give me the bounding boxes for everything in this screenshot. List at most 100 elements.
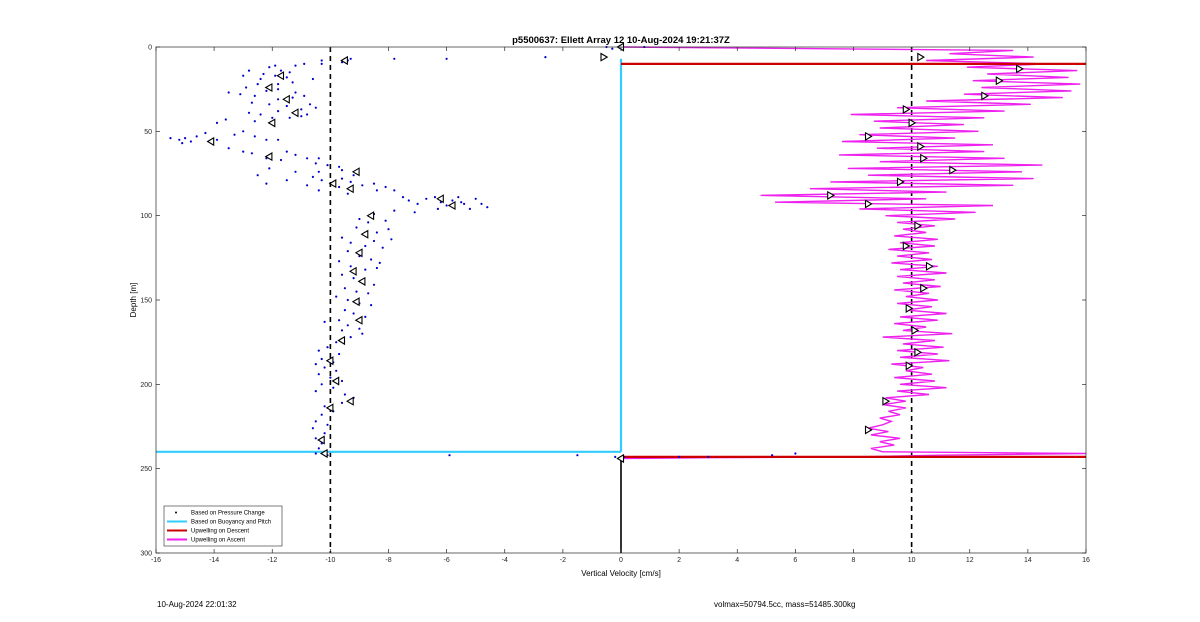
triangle-marker	[905, 361, 914, 371]
data-point	[314, 452, 317, 455]
data-point	[340, 329, 344, 332]
triangle-marker	[882, 396, 891, 406]
triangle-marker	[348, 266, 357, 276]
data-point	[195, 135, 198, 138]
y-tick-label: 50	[144, 129, 152, 136]
triangle-marker	[354, 248, 363, 258]
footer-timestamp: 10-Aug-2024 22:01:32	[157, 600, 237, 609]
legend-label: Based on Buoyancy and Pitch	[191, 520, 271, 526]
data-point	[794, 452, 797, 455]
data-point	[480, 202, 483, 205]
data-point	[239, 93, 242, 96]
data-point	[372, 283, 376, 286]
data-point	[460, 201, 463, 204]
data-point	[343, 287, 346, 290]
triangle-marker	[436, 194, 444, 204]
data-point	[390, 238, 393, 241]
data-point	[326, 164, 329, 167]
data-point	[178, 138, 181, 141]
legend: Based on Pressure Change Based on Buoyanc…	[163, 505, 283, 547]
y-tick-label: 150	[140, 298, 152, 305]
data-point	[265, 89, 268, 92]
data-point	[355, 290, 358, 293]
data-point	[288, 116, 291, 119]
data-point	[384, 185, 387, 189]
data-point	[253, 120, 256, 123]
x-tick-label: -2	[560, 557, 566, 564]
data-point	[253, 135, 256, 138]
data-point	[378, 261, 381, 264]
x-tick-label: 2	[677, 557, 681, 564]
triangle-marker	[911, 325, 920, 335]
data-point	[262, 72, 265, 76]
data-point	[346, 298, 349, 302]
data-point	[314, 106, 317, 109]
data-point	[332, 386, 335, 389]
data-point	[340, 401, 344, 404]
data-point	[349, 241, 352, 244]
data-point	[375, 266, 378, 270]
data-point	[285, 179, 288, 182]
data-point	[416, 202, 419, 205]
data-point	[288, 71, 291, 74]
data-point	[349, 336, 352, 339]
data-point	[358, 327, 361, 330]
data-point	[256, 83, 259, 86]
data-point	[384, 219, 387, 222]
data-point	[303, 62, 306, 65]
data-point	[349, 265, 352, 268]
triangle-marker	[325, 403, 334, 413]
data-point	[338, 165, 341, 168]
data-point	[349, 57, 352, 60]
data-point	[306, 113, 309, 116]
data-point	[436, 207, 439, 210]
data-point	[317, 373, 320, 376]
data-point	[771, 454, 774, 457]
triangle-marker	[949, 165, 957, 175]
data-point	[352, 312, 355, 315]
triangle-marker	[914, 347, 923, 357]
data-point	[338, 352, 341, 356]
data-point	[352, 174, 355, 177]
data-point	[242, 74, 245, 77]
data-point	[340, 169, 344, 172]
data-point	[352, 277, 355, 280]
data-point	[247, 69, 251, 72]
data-point	[215, 121, 219, 124]
data-point	[279, 158, 283, 162]
series-line	[620, 46, 1087, 460]
data-point	[311, 77, 314, 81]
data-point	[361, 332, 364, 335]
data-point	[707, 455, 710, 458]
x-tick-label: -8	[385, 557, 391, 564]
data-point	[184, 137, 187, 140]
legend-label: Upwelling on Ascent	[191, 538, 245, 544]
triangle-marker	[354, 315, 363, 325]
data-point	[375, 231, 378, 234]
data-point	[361, 184, 364, 187]
data-point	[294, 64, 297, 67]
data-point	[364, 244, 367, 248]
data-point	[259, 113, 262, 116]
data-point	[343, 309, 346, 312]
data-point	[277, 83, 280, 86]
x-tick-label: 4	[735, 557, 739, 564]
data-point	[294, 170, 297, 173]
data-point	[329, 376, 332, 379]
triangle-marker	[337, 335, 346, 346]
data-point	[274, 64, 277, 67]
data-point	[370, 304, 373, 307]
triangle-marker	[1016, 64, 1024, 74]
data-point	[314, 390, 317, 393]
data-point	[250, 152, 253, 155]
triangle-marker	[276, 71, 285, 81]
triangle-marker	[908, 118, 917, 128]
axes-frame	[155, 46, 1087, 554]
x-tick-label: -10	[325, 557, 335, 564]
data-point	[349, 180, 352, 183]
data-point	[268, 103, 271, 106]
data-point	[300, 108, 303, 111]
data-point	[314, 363, 317, 366]
y-tick-label: 100	[140, 213, 152, 220]
data-point	[445, 204, 448, 207]
